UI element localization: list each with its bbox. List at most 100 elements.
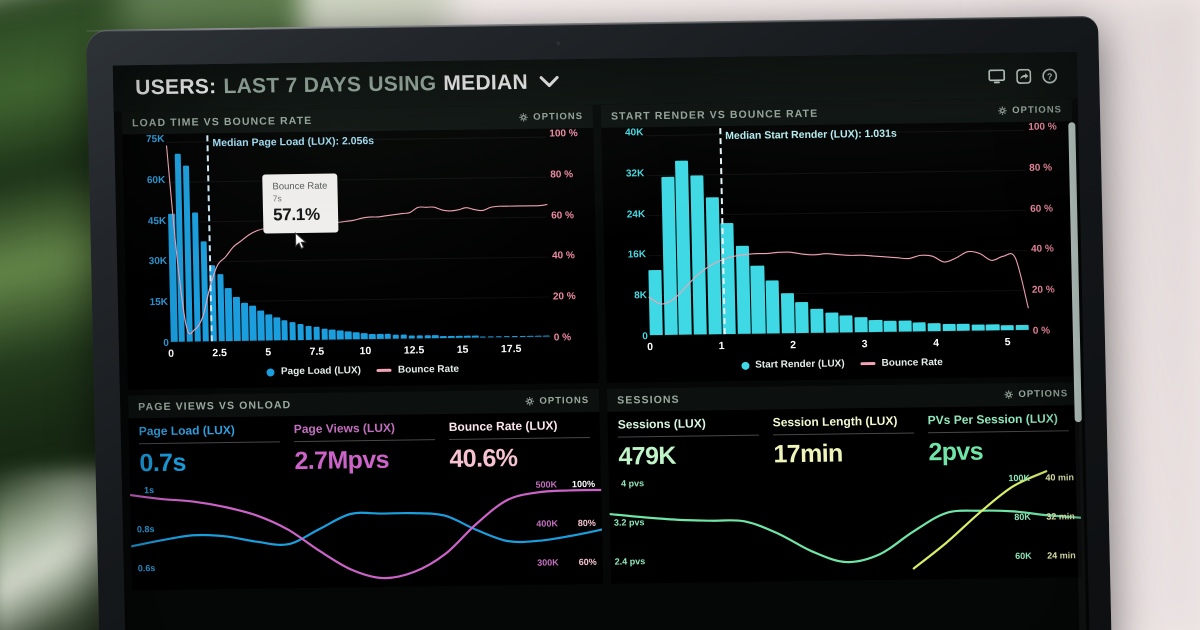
kpi-label: Session Length (LUX): [772, 413, 898, 430]
sparkline-svg: [130, 474, 603, 591]
median-label: Median Start Render (LUX): 1.031s: [725, 127, 897, 143]
kpi-value: 17min: [773, 439, 843, 469]
card-title: LOAD TIME VS BOUNCE RATE: [131, 114, 313, 129]
spark-right-tick-a: 300K: [537, 557, 559, 568]
spark-right-tick-a: 100K: [1008, 472, 1031, 484]
y2-tick-label: 20 %: [552, 291, 576, 303]
card-header: LOAD TIME VS BOUNCE RATE OPTIONS: [121, 104, 594, 135]
y-tick-label: 75K: [145, 133, 165, 146]
x-tick-label: 15: [456, 343, 469, 356]
legend-item-bars[interactable]: Page Load (LUX): [266, 365, 362, 378]
help-icon[interactable]: ?: [1042, 68, 1058, 83]
legend-item-bars[interactable]: Start Render (LUX): [741, 358, 845, 371]
x-tick-label: 2.5: [212, 347, 228, 360]
legend-label: Bounce Rate: [881, 357, 943, 369]
spark-right-tick-b: 32 min: [1046, 511, 1075, 522]
tooltip-value: 57.1%: [272, 204, 320, 225]
line-series: [166, 137, 549, 342]
title-using: USING: [368, 72, 437, 97]
y2-tick-label: 40 %: [1030, 243, 1054, 256]
y2-tick-label: 20 %: [1031, 284, 1055, 296]
kpi-pvs-per-session[interactable]: PVs Per Session (LUX) 2pvs: [928, 411, 1070, 467]
options-button[interactable]: OPTIONS: [519, 111, 583, 123]
y2-tick-label: 80 %: [1029, 162, 1053, 174]
tooltip-sub: 7s: [272, 193, 282, 204]
y2-tick-label: 100 %: [1028, 121, 1057, 133]
sparkline-path: [912, 471, 1049, 568]
spark-right-tick-a: 80K: [1014, 511, 1031, 523]
y2-tick-label: 80 %: [550, 169, 574, 181]
page-title[interactable]: USERS: LAST 7 DAYS USING MEDIAN: [135, 70, 559, 100]
kpi-bounce-rate[interactable]: Bounce Rate (LUX) 40.6%: [449, 418, 591, 474]
kpi-value: 0.7s: [139, 448, 187, 478]
svg-text:?: ?: [1047, 71, 1053, 81]
chart-start-render: 40K 32K 24K 16K 8K 0 100 % 80 % 60 % 40 % 20 % 0 %: [601, 121, 1078, 383]
card-load-time-vs-bounce-rate: LOAD TIME VS BOUNCE RATE OPTIONS 75K 60K 4…: [121, 104, 599, 390]
card-start-render-vs-bounce-rate: START RENDER VS BOUNCE RATE OPTIONS 40K 3…: [600, 98, 1078, 383]
kpi-row: Page Load (LUX) 0.7s Page Views (LUX) 2.…: [128, 412, 600, 479]
y-axis-left: 75K 60K 45K 30K 15K 0: [126, 134, 169, 349]
spark-left-tick: 0.8s: [136, 524, 155, 535]
gear-icon: [998, 106, 1007, 115]
share-icon[interactable]: [1016, 68, 1032, 84]
sparkline-path: [610, 507, 1082, 565]
x-tick-label: 4: [933, 337, 940, 350]
chart-tooltip: Bounce Rate 7s 57.1%: [262, 173, 339, 234]
card-header: PAGE VIEWS VS ONLOAD OPTIONS: [127, 388, 600, 419]
y2-tick-label: 100 %: [549, 128, 578, 140]
monitor-icon[interactable]: [988, 68, 1006, 84]
sparkline-sessions: 4 pvs 3.2 pvs 2.4 pvs 100K 80K 60K 40 mi…: [609, 467, 1082, 584]
x-tick-label: 10: [359, 345, 372, 358]
title-range: LAST 7 DAYS: [223, 73, 362, 99]
y-tick-label: 24K: [626, 208, 646, 221]
kpi-label: Page Views (LUX): [293, 420, 396, 437]
spark-left-tick: 4 pvs: [620, 478, 645, 489]
webcam: [556, 41, 561, 46]
gear-icon: [519, 113, 528, 122]
x-tick-label: 12.5: [403, 344, 425, 357]
kpi-session-length[interactable]: Session Length (LUX) 17min: [773, 413, 915, 469]
legend-label: Page Load (LUX): [280, 365, 362, 378]
chevron-down-icon[interactable]: [539, 70, 560, 94]
legend-label: Start Render (LUX): [755, 358, 845, 371]
spark-left-tick: 0.6s: [137, 563, 156, 574]
chart-load-time: 75K 60K 45K 30K 15K 0 100 % 80 % 60 % 40 % 20 % 0 …: [122, 128, 599, 390]
legend-dot-icon: [266, 367, 276, 376]
sparkline-path: [130, 489, 603, 582]
x-tick-label: 0: [647, 341, 654, 354]
laptop: USERS: LAST 7 DAYS USING MEDIAN: [86, 15, 1112, 630]
app-header: USERS: LAST 7 DAYS USING MEDIAN: [112, 52, 1078, 112]
kpi-page-views[interactable]: Page Views (LUX) 2.7Mpvs: [294, 420, 436, 476]
legend-item-line[interactable]: Bounce Rate: [376, 364, 459, 376]
title-prefix: USERS:: [135, 75, 217, 100]
header-actions: ?: [988, 68, 1058, 84]
y-tick-label: 15K: [149, 297, 169, 309]
sparkline-page-views: 1s 0.8s 0.6s 500K 400K 300K 100% 80% 60%: [130, 474, 603, 591]
tooltip-label: Bounce Rate: [272, 180, 328, 193]
spark-right-tick-b: 24 min: [1047, 550, 1076, 561]
legend-item-line[interactable]: Bounce Rate: [860, 357, 943, 369]
spark-right-tick-b: 100%: [571, 478, 596, 490]
y2-tick-label: 60 %: [551, 209, 575, 222]
spark-left-tick: 1s: [143, 485, 155, 496]
kpi-value: 479K: [618, 441, 677, 471]
kpi-value: 2pvs: [928, 437, 984, 467]
options-button[interactable]: OPTIONS: [998, 104, 1062, 116]
options-button[interactable]: OPTIONS: [525, 395, 589, 407]
spark-left-tick: 2.4 pvs: [614, 556, 646, 567]
y-tick-label: 32K: [625, 168, 645, 180]
card-title: START RENDER VS BOUNCE RATE: [610, 107, 819, 123]
y-tick-label: 16K: [627, 249, 647, 261]
kpi-sessions[interactable]: Sessions (LUX) 479K: [618, 416, 760, 472]
x-tick-label: 0: [168, 347, 175, 360]
spark-right-tick-a: 500K: [535, 479, 558, 490]
kpi-page-load[interactable]: Page Load (LUX) 0.7s: [139, 422, 281, 478]
screen: USERS: LAST 7 DAYS USING MEDIAN: [112, 52, 1090, 630]
card-header: START RENDER VS BOUNCE RATE OPTIONS: [600, 98, 1073, 128]
y-tick-label: 40K: [624, 127, 644, 139]
y2-tick-label: 0 %: [1032, 325, 1051, 337]
kpi-label: Bounce Rate (LUX): [448, 418, 558, 434]
gear-icon: [1004, 390, 1014, 399]
options-button[interactable]: OPTIONS: [1004, 388, 1068, 400]
